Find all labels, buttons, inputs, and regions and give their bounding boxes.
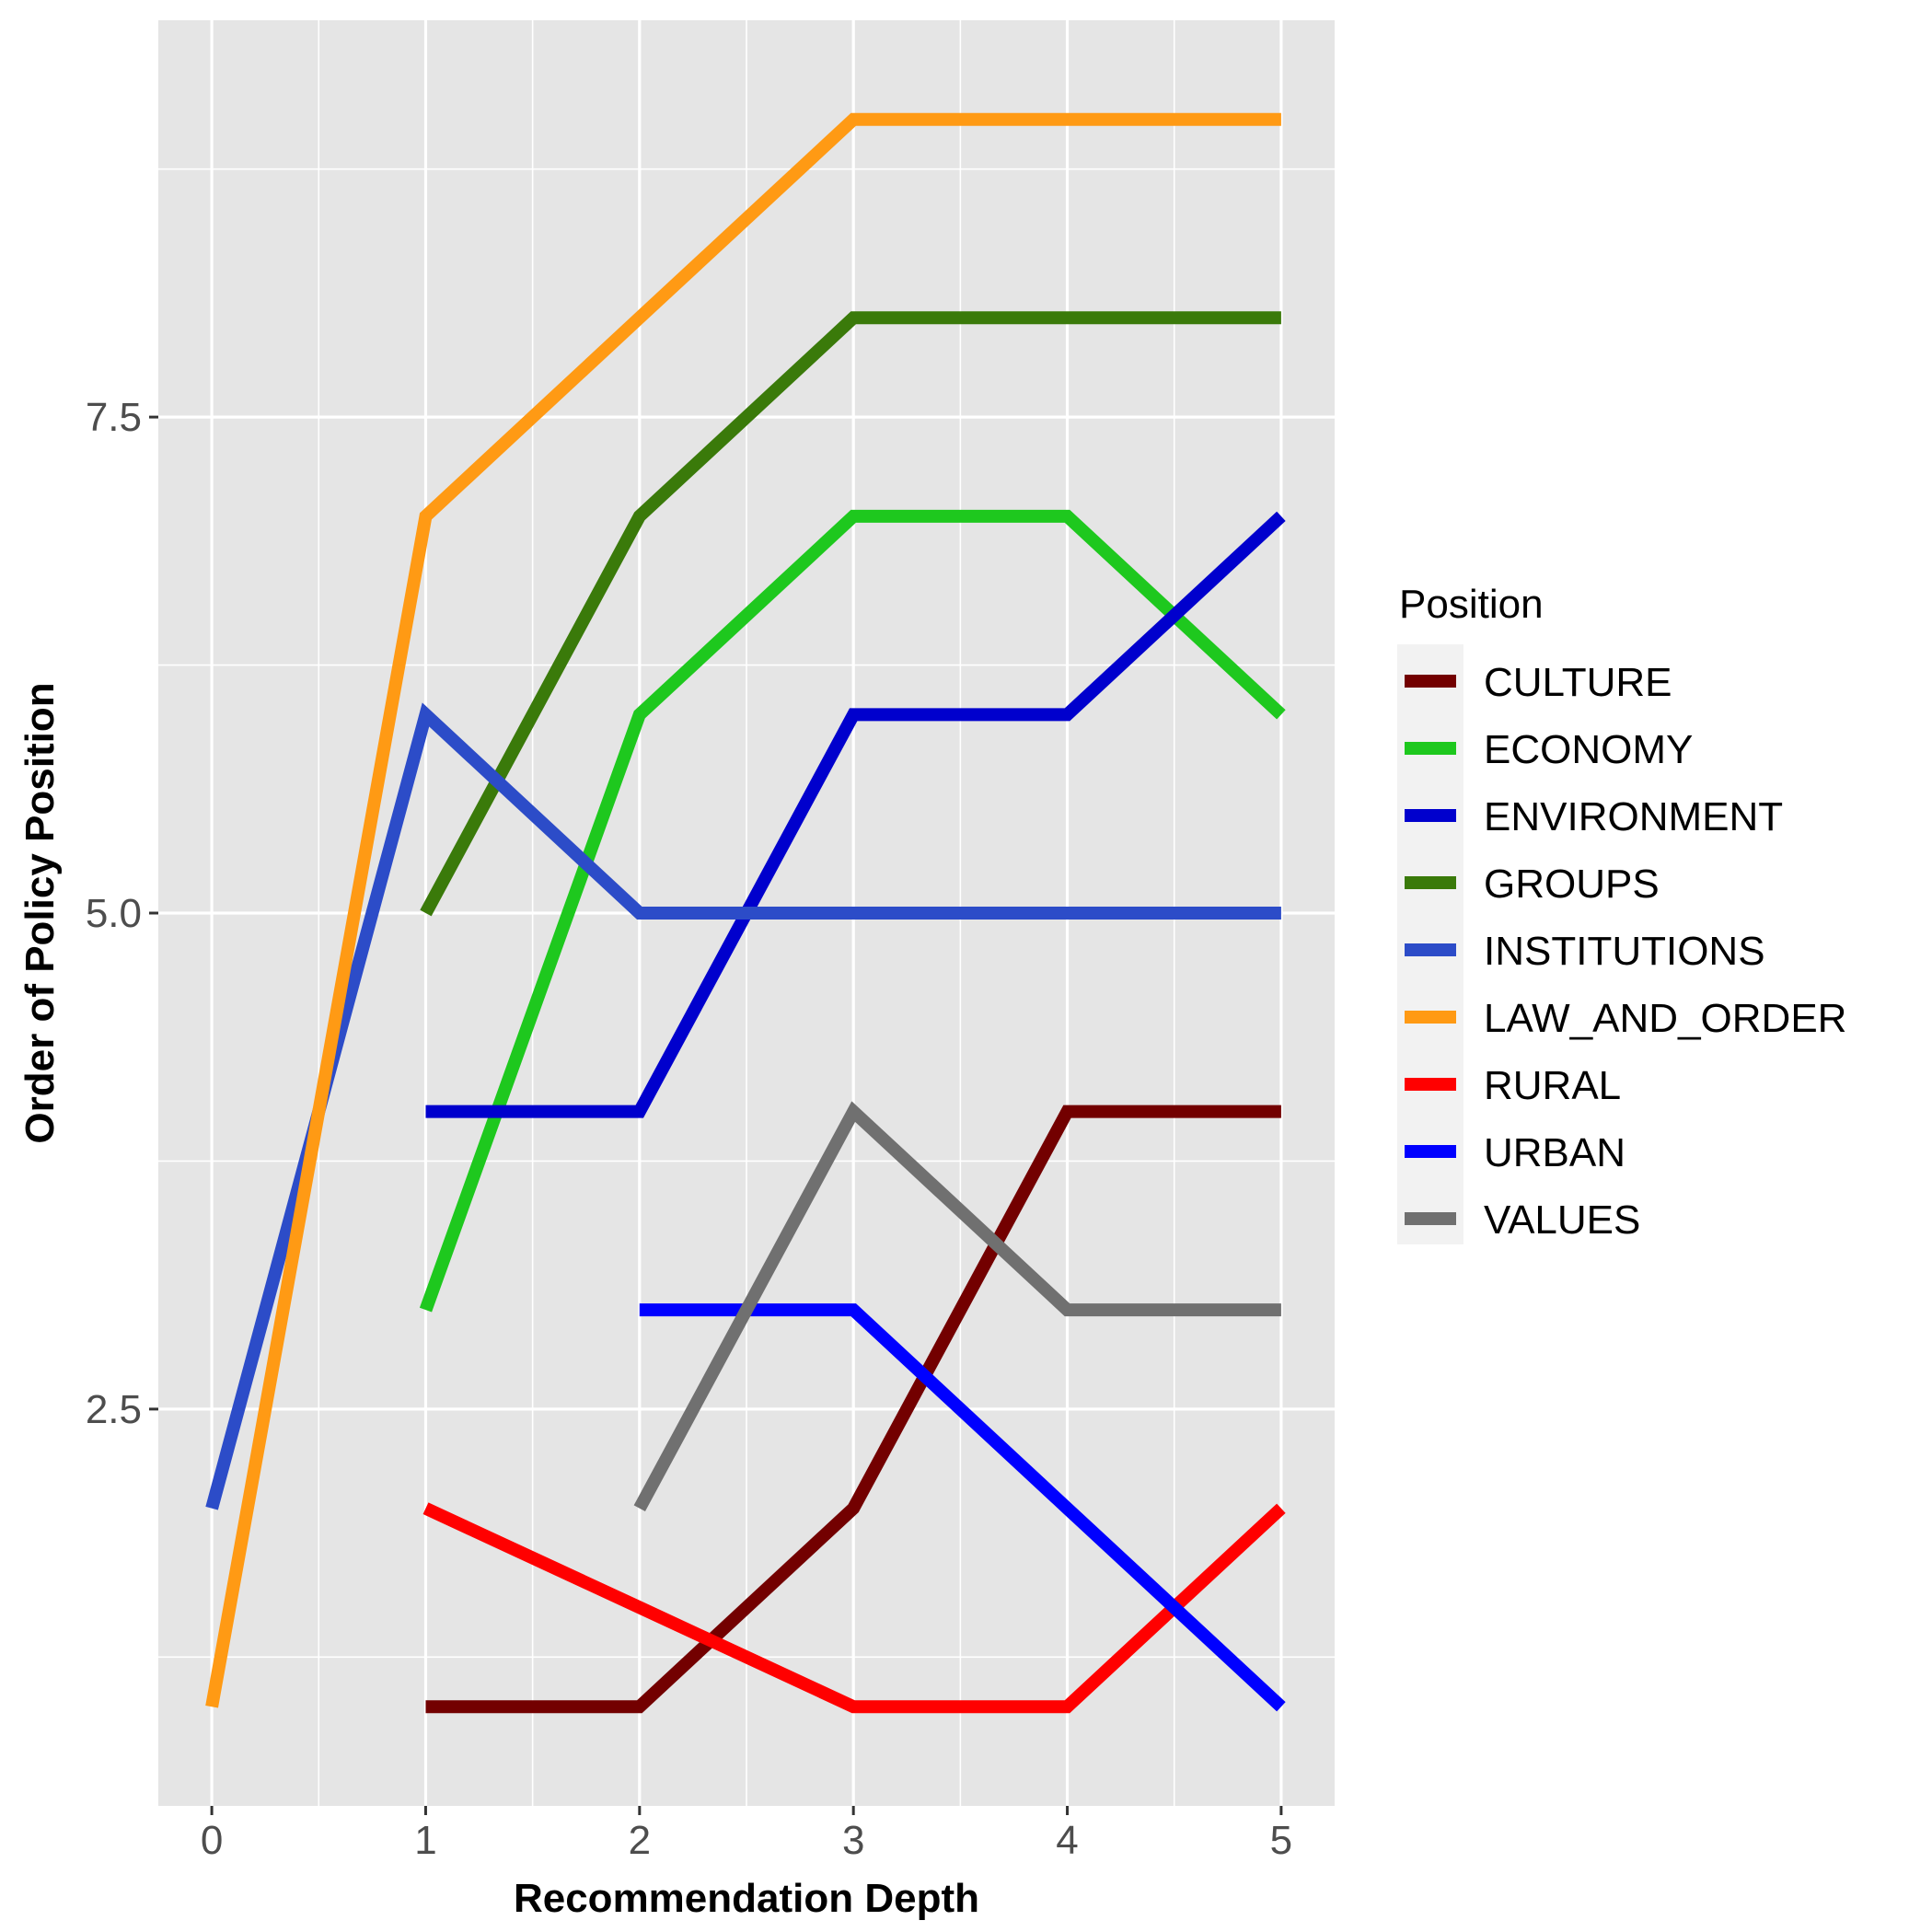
x-tick-label: 3 — [842, 1818, 864, 1863]
legend-label-values: VALUES — [1484, 1197, 1640, 1243]
x-tick-label: 4 — [1056, 1818, 1078, 1863]
x-tick-label: 5 — [1270, 1818, 1292, 1863]
x-tick-label: 1 — [414, 1818, 436, 1863]
series-line-economy — [419, 509, 1286, 1313]
legend-label-urban: URBAN — [1484, 1130, 1625, 1175]
legend-label-economy: ECONOMY — [1484, 727, 1693, 772]
series-line-culture — [425, 1105, 1281, 1714]
legend-label-law-and-order: LAW_AND_ORDER — [1484, 996, 1846, 1041]
series-line-values — [633, 1101, 1281, 1512]
series-line-environment — [425, 511, 1286, 1118]
series-line-groups — [420, 311, 1281, 917]
legend-label-environment: ENVIRONMENT — [1484, 794, 1783, 839]
x-tick-label: 2 — [629, 1818, 651, 1863]
y-tick-label: 5.0 — [86, 891, 142, 936]
x-axis-title: Recommendation Depth — [514, 1876, 979, 1921]
x-tick-label: 0 — [201, 1818, 223, 1863]
series-line-law-and-order — [205, 112, 1281, 1708]
y-tick-label: 2.5 — [86, 1387, 142, 1432]
y-axis: 2.5 5.0 7.5 — [86, 395, 158, 1432]
series-line-rural — [422, 1502, 1286, 1714]
y-axis-title: Order of Policy Position — [17, 682, 63, 1143]
x-axis: 0 1 2 3 4 5 — [201, 1806, 1292, 1863]
legend-label-rural: RURAL — [1484, 1063, 1621, 1108]
legend: Position CULTURE ECONOMY ENVIRONMENT GROUPS… — [1397, 582, 1846, 1244]
legend-title: Position — [1399, 582, 1544, 627]
series-line-institutions — [205, 702, 1281, 1510]
series-lines — [205, 112, 1286, 1714]
legend-label-groups: GROUPS — [1484, 862, 1660, 907]
legend-items: CULTURE ECONOMY ENVIRONMENT GROUPS INSTITUTI… — [1405, 660, 1846, 1243]
y-tick-label: 7.5 — [86, 395, 142, 440]
legend-label-institutions: INSTITUTIONS — [1484, 929, 1765, 974]
legend-label-culture: CULTURE — [1484, 660, 1672, 705]
